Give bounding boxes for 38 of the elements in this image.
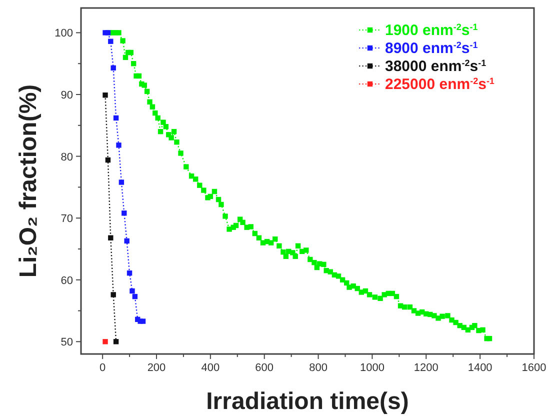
y-tick-label: 50 [60,336,73,349]
point [113,115,119,121]
point [140,318,146,324]
point [124,238,130,244]
point [126,270,132,276]
x-axis-title: Irradiation time(s) [206,388,409,415]
y-axis-title: Li₂O₂ fraction(%) [15,84,42,278]
x-tick-label: 1200 [414,362,438,374]
y-tick-label: 70 [60,213,73,226]
y-tick-label: 60 [60,274,73,287]
point [118,180,124,185]
y-tick-label: 80 [60,151,73,164]
point [110,292,116,298]
point [130,288,135,294]
x-tick-label: 800 [309,362,328,374]
legend-label: 225000 enm$^{-2}$s$^{-1}$ [385,76,494,93]
x-tick-label: 600 [255,362,274,374]
legend-label: 1900 enm$^{-2}$s$^{-1}$ [385,22,478,39]
point [116,142,122,148]
y-tick-label: 100 [54,28,73,40]
point [105,157,111,163]
point [122,210,127,216]
x-tick-label: 1000 [360,362,384,374]
x-tick-label: 400 [201,362,220,374]
point [102,92,108,98]
legend-label: 8900 enm$^{-2}$s$^{-1}$ [385,40,478,57]
point [108,235,114,240]
point [105,30,111,36]
point [108,38,114,44]
point [113,339,119,344]
point [110,65,116,71]
x-tick-label: 0 [100,362,106,374]
legend-label: 38000 enm$^{-2}$s$^{-1}$ [385,58,486,75]
y-tick-label: 90 [60,90,73,102]
x-tick-label: 1400 [468,362,492,374]
x-tick-label: 200 [147,362,166,374]
x-tick-label: 1600 [522,362,546,374]
point [132,294,138,300]
